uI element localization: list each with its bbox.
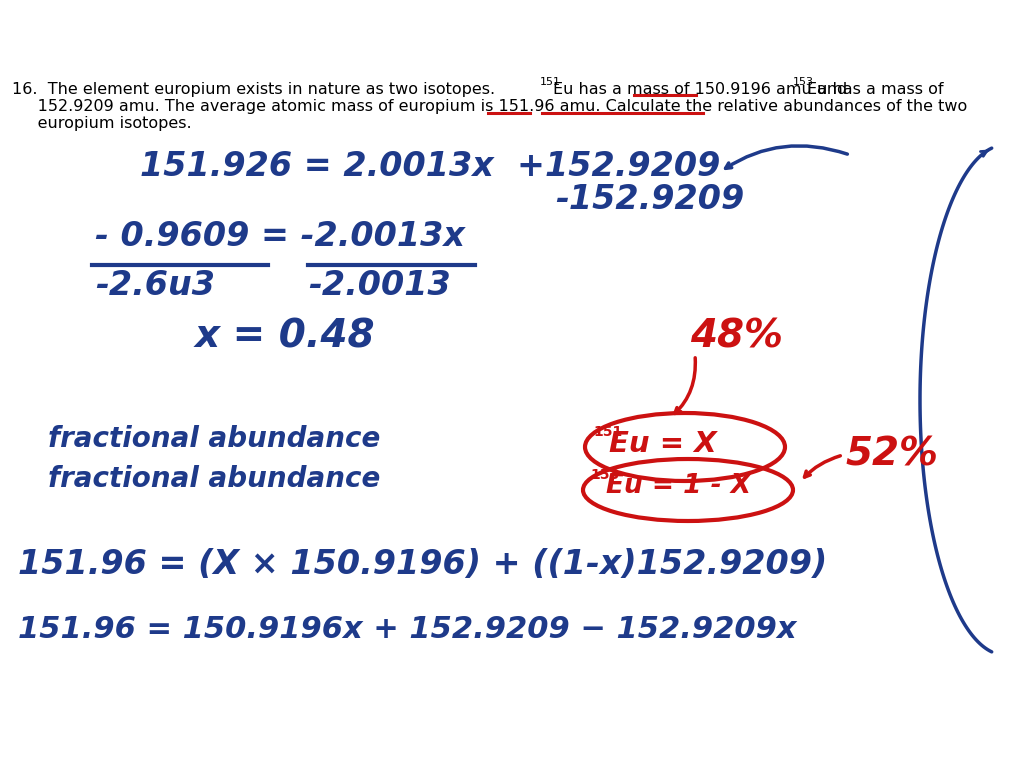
Text: 151.96 = (X × 150.9196) + ((1-x)152.9209): 151.96 = (X × 150.9196) + ((1-x)152.9209… <box>18 548 827 581</box>
Text: Eu = 1 - X: Eu = 1 - X <box>606 473 752 499</box>
Text: -2.6u3: -2.6u3 <box>95 269 215 302</box>
Text: - 0.9609 = -2.0013x: - 0.9609 = -2.0013x <box>95 220 465 253</box>
Text: 151: 151 <box>593 425 623 439</box>
Text: Eu = X: Eu = X <box>609 430 717 458</box>
Text: europium isotopes.: europium isotopes. <box>12 116 191 131</box>
Text: 16.  The element europium exists in nature as two isotopes.: 16. The element europium exists in natur… <box>12 82 501 97</box>
Text: 52%: 52% <box>845 435 938 473</box>
Text: -2.0013: -2.0013 <box>308 269 451 302</box>
Text: 151.926 = 2.0013x  +152.9209: 151.926 = 2.0013x +152.9209 <box>140 150 720 183</box>
Text: x = 0.48: x = 0.48 <box>195 318 376 356</box>
Text: 153: 153 <box>793 77 814 87</box>
Text: -152.9209: -152.9209 <box>555 183 744 216</box>
Text: fractional abundance: fractional abundance <box>48 425 380 453</box>
Text: 151.96 = 150.9196x + 152.9209 − 152.9209x: 151.96 = 150.9196x + 152.9209 − 152.9209… <box>18 615 797 644</box>
Text: Eu has a mass of: Eu has a mass of <box>807 82 943 97</box>
Text: 152.9209 amu. The average atomic mass of europium is 151.96 amu. Calculate the r: 152.9209 amu. The average atomic mass of… <box>12 99 968 114</box>
Text: fractional abundance: fractional abundance <box>48 465 380 493</box>
Text: Eu has a mass of 150.9196 amu and: Eu has a mass of 150.9196 amu and <box>553 82 852 97</box>
Text: 48%: 48% <box>690 318 783 356</box>
Text: 153: 153 <box>590 468 620 482</box>
Text: 151: 151 <box>540 77 561 87</box>
